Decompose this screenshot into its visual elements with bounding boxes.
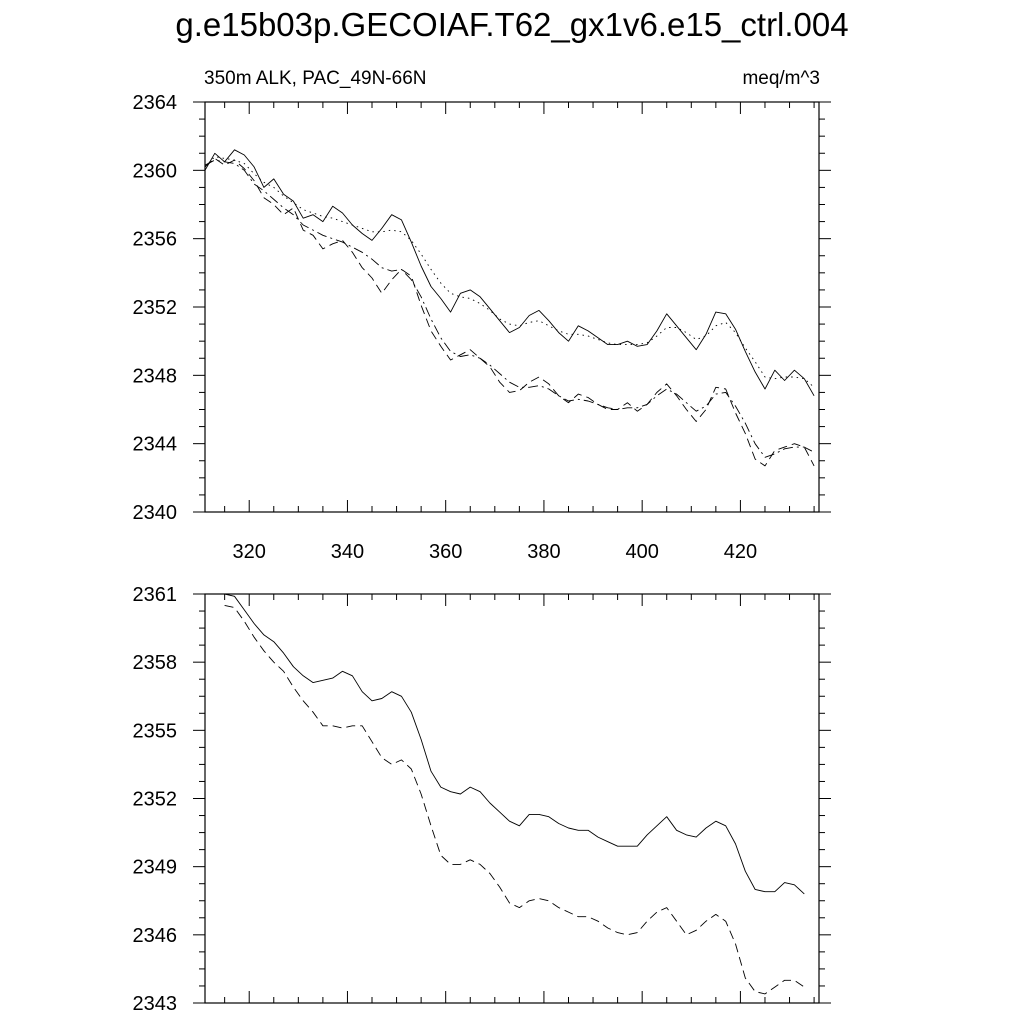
y-tick-label: 2356 [133,229,178,251]
y-tick-label: 2346 [133,925,178,947]
series-line-2 [204,156,815,388]
plot-frame [204,593,820,1004]
y-tick-label: 2352 [133,789,178,811]
series-line-2 [224,604,805,995]
x-tick-label: 360 [429,541,462,563]
x-tick-label: 320 [233,541,266,563]
top-subtitle-right: meq/m^3 [742,68,820,89]
y-tick-label: 2348 [133,365,178,387]
page-title: g.e15b03p.GECOIAF.T62_gx1v6.e15_ctrl.004 [175,6,849,43]
series-line-1 [224,593,805,895]
plot-frame [204,101,820,513]
y-tick-label: 2344 [133,434,178,456]
y-tick-label: 2358 [133,652,178,674]
top-subtitle-left: 350m ALK, PAC_49N-66N [204,68,427,89]
y-tick-label: 2361 [133,584,178,606]
bottom-panel: 2343 2346 2349 2352 2355 2358 2361 [133,584,831,1015]
y-tick-label: 2349 [133,857,178,879]
x-tick-label: 380 [527,541,560,563]
top-panel: 350m ALK, PAC_49N-66N meq/m^3 320 340 360 3… [133,68,831,563]
x-tick-label: 400 [625,541,658,563]
y-tick-label: 2360 [133,160,178,182]
y-tick-label: 2343 [133,993,178,1015]
y-tick-label: 2355 [133,720,178,742]
x-tick-label: 420 [724,541,757,563]
series-line-4 [204,159,815,458]
x-tick-label: 340 [331,541,364,563]
y-tick-label: 2364 [133,92,178,114]
y-tick-label: 2340 [133,502,178,524]
series-line-1 [204,149,815,397]
series-line-3 [204,157,815,467]
y-tick-label: 2352 [133,297,178,319]
